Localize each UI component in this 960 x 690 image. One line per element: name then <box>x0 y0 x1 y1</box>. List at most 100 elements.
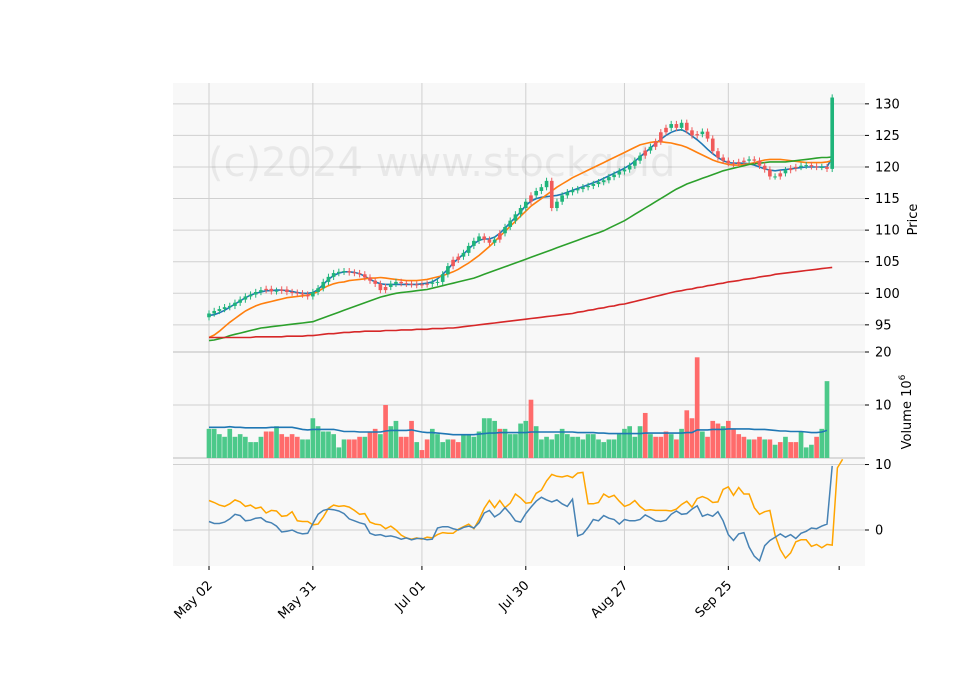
candle-body <box>466 245 471 253</box>
volume-bar <box>507 434 513 458</box>
candle-body <box>700 131 705 135</box>
volume-bar <box>648 434 653 458</box>
candle-body <box>253 292 258 295</box>
candle-body <box>794 166 798 169</box>
candle-body <box>388 283 393 287</box>
volume-bar <box>544 436 549 458</box>
volume-bar <box>227 428 233 458</box>
volume-bar <box>518 423 523 458</box>
volume-bar <box>268 431 274 458</box>
candle-body <box>487 239 492 243</box>
candle-body <box>316 288 320 293</box>
candle-body <box>430 282 435 284</box>
volume-bar <box>404 436 409 458</box>
candle-body <box>482 236 487 240</box>
volume-bar <box>570 436 575 458</box>
volume-bar <box>819 428 825 458</box>
candle-body <box>705 131 710 139</box>
volume-bar <box>564 434 570 458</box>
candle-body <box>222 307 227 310</box>
volume-bar <box>632 436 638 458</box>
candle-body <box>747 159 751 161</box>
candle-body <box>565 192 570 196</box>
candle-body <box>710 138 715 152</box>
candle-body <box>508 220 513 227</box>
candle-body <box>591 184 596 186</box>
candle-body <box>674 124 679 128</box>
candle-body <box>399 281 403 284</box>
volume-bar <box>274 426 279 458</box>
volume-bar <box>341 439 347 458</box>
candle-body <box>731 163 736 165</box>
price-tick-label: 130 <box>875 97 900 112</box>
volume-bar <box>429 428 435 458</box>
volume-tick-label: 10 <box>875 399 892 414</box>
volume-bar <box>798 431 804 458</box>
volume-bar <box>689 418 695 458</box>
volume-bar <box>772 444 778 458</box>
price-axis-label: Price <box>906 204 921 236</box>
candle-body <box>498 233 502 240</box>
volume-bar <box>824 381 830 458</box>
volume-bar <box>232 436 238 458</box>
candle-body <box>778 173 783 177</box>
volume-bar <box>601 442 607 458</box>
candle-body <box>809 165 814 167</box>
volume-bar <box>679 428 684 458</box>
volume-bar <box>211 428 217 458</box>
volume-bar <box>637 426 643 458</box>
candle-body <box>326 276 331 282</box>
candle-body <box>274 290 279 292</box>
volume-bar <box>668 434 674 458</box>
candle-body <box>783 170 788 174</box>
candle-body <box>446 266 450 275</box>
volume-bar <box>258 436 264 458</box>
volume-bar <box>513 434 518 458</box>
candle-body <box>819 166 824 168</box>
candle-body <box>311 292 315 297</box>
volume-bar <box>346 439 352 458</box>
volume-bar <box>700 431 705 458</box>
volume-bar <box>294 436 300 458</box>
volume-bar <box>715 423 721 458</box>
volume-bar <box>487 418 492 458</box>
volume-bar <box>248 442 253 458</box>
candle-body <box>347 271 352 273</box>
volume-bar <box>658 436 664 458</box>
volume-bar <box>575 436 581 458</box>
volume-bar <box>320 431 326 458</box>
volume-bar <box>580 439 586 458</box>
price-tick-label: 95 <box>875 318 892 333</box>
volume-bar <box>289 434 295 458</box>
volume-bar <box>497 428 503 458</box>
volume-bar <box>746 439 752 458</box>
volume-bar <box>762 439 768 458</box>
candle-body <box>243 296 248 300</box>
candle-body <box>207 313 211 318</box>
candle-body <box>300 293 305 295</box>
candle-body <box>716 151 720 158</box>
candle-body <box>331 273 336 277</box>
volume-average-line <box>209 425 828 436</box>
volume-bar <box>461 434 466 458</box>
candle-body <box>337 271 341 274</box>
candle-body <box>773 176 777 178</box>
candle-body <box>357 273 362 275</box>
candle-body <box>633 160 637 166</box>
date-tick-label: Jul 30 <box>496 578 533 615</box>
volume-bar <box>725 420 731 458</box>
candle-body <box>404 283 409 285</box>
volume-bar <box>616 434 622 458</box>
candle-body <box>378 283 383 291</box>
volume-bar <box>502 428 508 458</box>
volume-bar <box>471 436 477 458</box>
candle-body <box>586 185 590 188</box>
candle-body <box>575 189 580 191</box>
candle-body <box>523 201 528 209</box>
candle-body <box>321 281 326 289</box>
candle-body <box>736 161 741 164</box>
candle-body <box>420 284 424 286</box>
volume-bar <box>783 436 788 458</box>
candle-body <box>799 165 803 167</box>
candle-body <box>544 180 549 188</box>
